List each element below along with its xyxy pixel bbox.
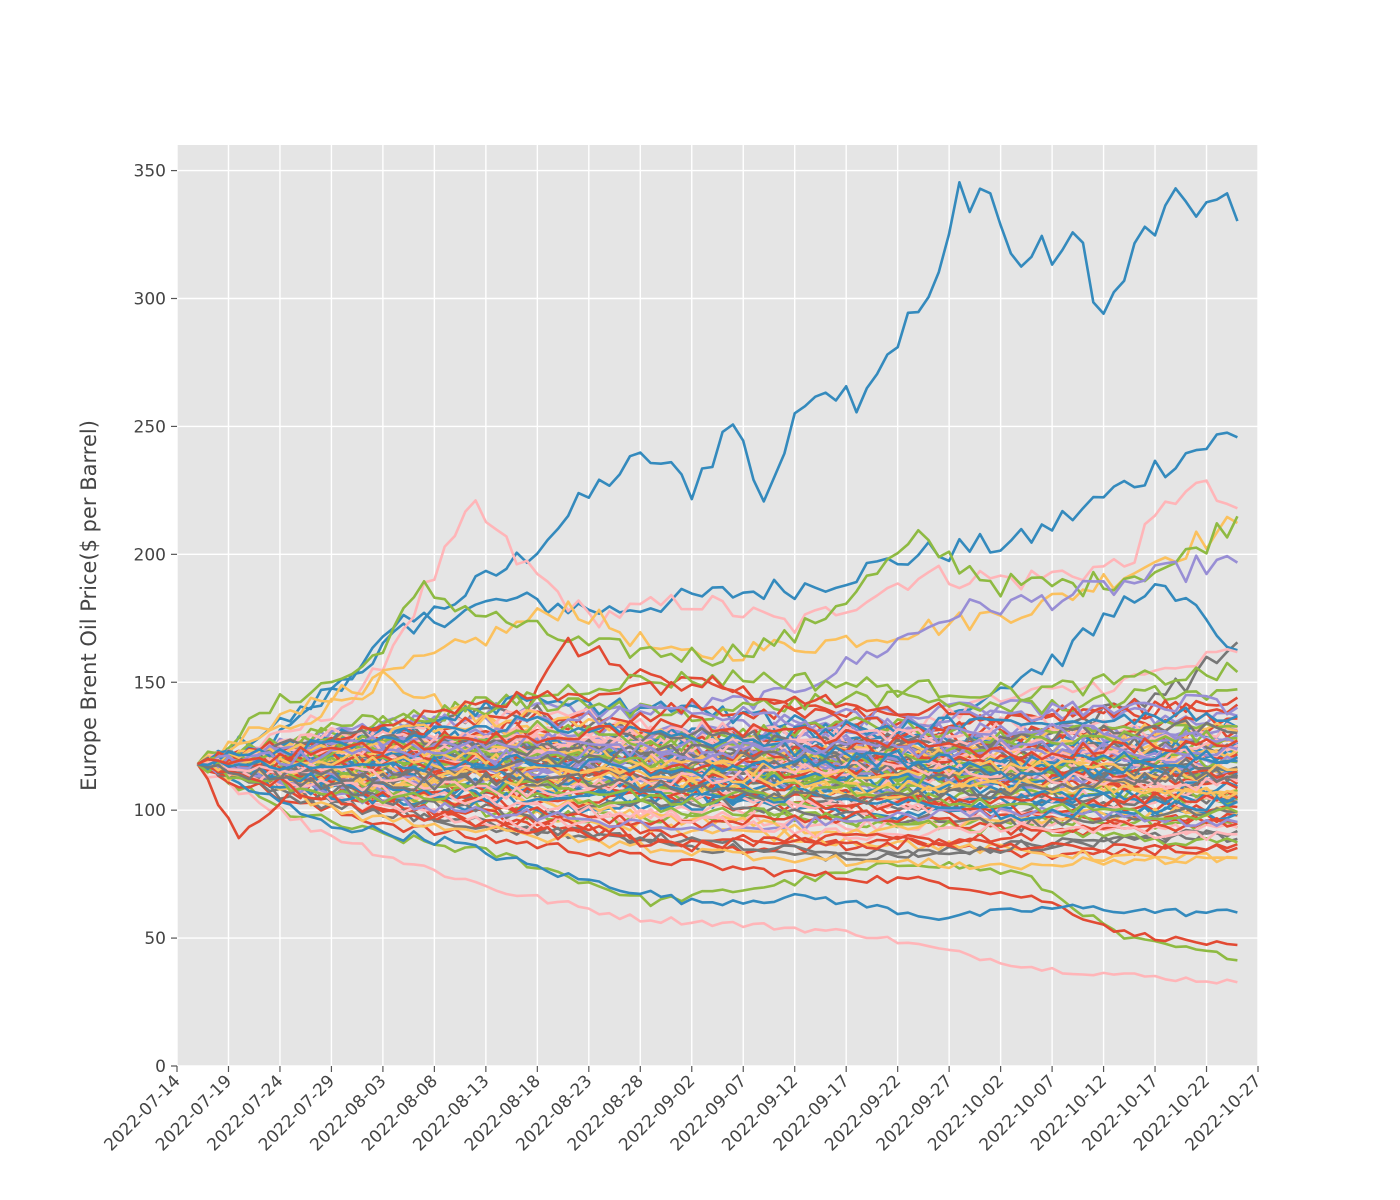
y-tick-label: 0 [155,1057,166,1077]
y-tick-label: 150 [134,673,166,693]
y-tick-label: 300 [134,290,166,310]
series-line-93 [197,762,1238,857]
y-tick-label: 250 [134,417,166,437]
plot-background [177,145,1258,1066]
series-line-71 [197,760,1238,847]
series-line-76 [197,719,1238,766]
y-tick-label: 200 [134,545,166,565]
series-line-36 [197,684,1238,770]
series-line-7 [197,762,1238,962]
series-line-88 [197,735,1238,770]
series-line-4 [196,515,1239,765]
series-line-1 [197,181,1239,767]
series-line-11 [196,763,1238,922]
series-line-98 [197,751,1238,782]
series-line-3 [197,479,1238,766]
series-line-92 [196,761,1238,821]
series-line-9 [197,760,1238,947]
y-tick-label: 100 [134,801,166,821]
series-line-8 [196,763,1238,985]
y-tick-label: 350 [134,162,166,182]
series-line-5 [196,515,1239,765]
series-line-99 [197,714,1239,766]
y-axis-title: Europe Brent Oil Price($ per Barrel) [77,420,101,791]
series-line-66 [197,675,1239,770]
series-line-94 [197,751,1238,787]
series-line-97 [197,762,1238,805]
y-tick-label: 50 [144,929,166,949]
series-line-91 [197,715,1239,771]
series-lines [196,181,1239,985]
series-line-96 [197,757,1239,800]
series-line-2 [196,431,1238,766]
series-line-87 [197,740,1238,800]
series-line-50 [197,759,1238,871]
series-line-62 [197,761,1238,806]
